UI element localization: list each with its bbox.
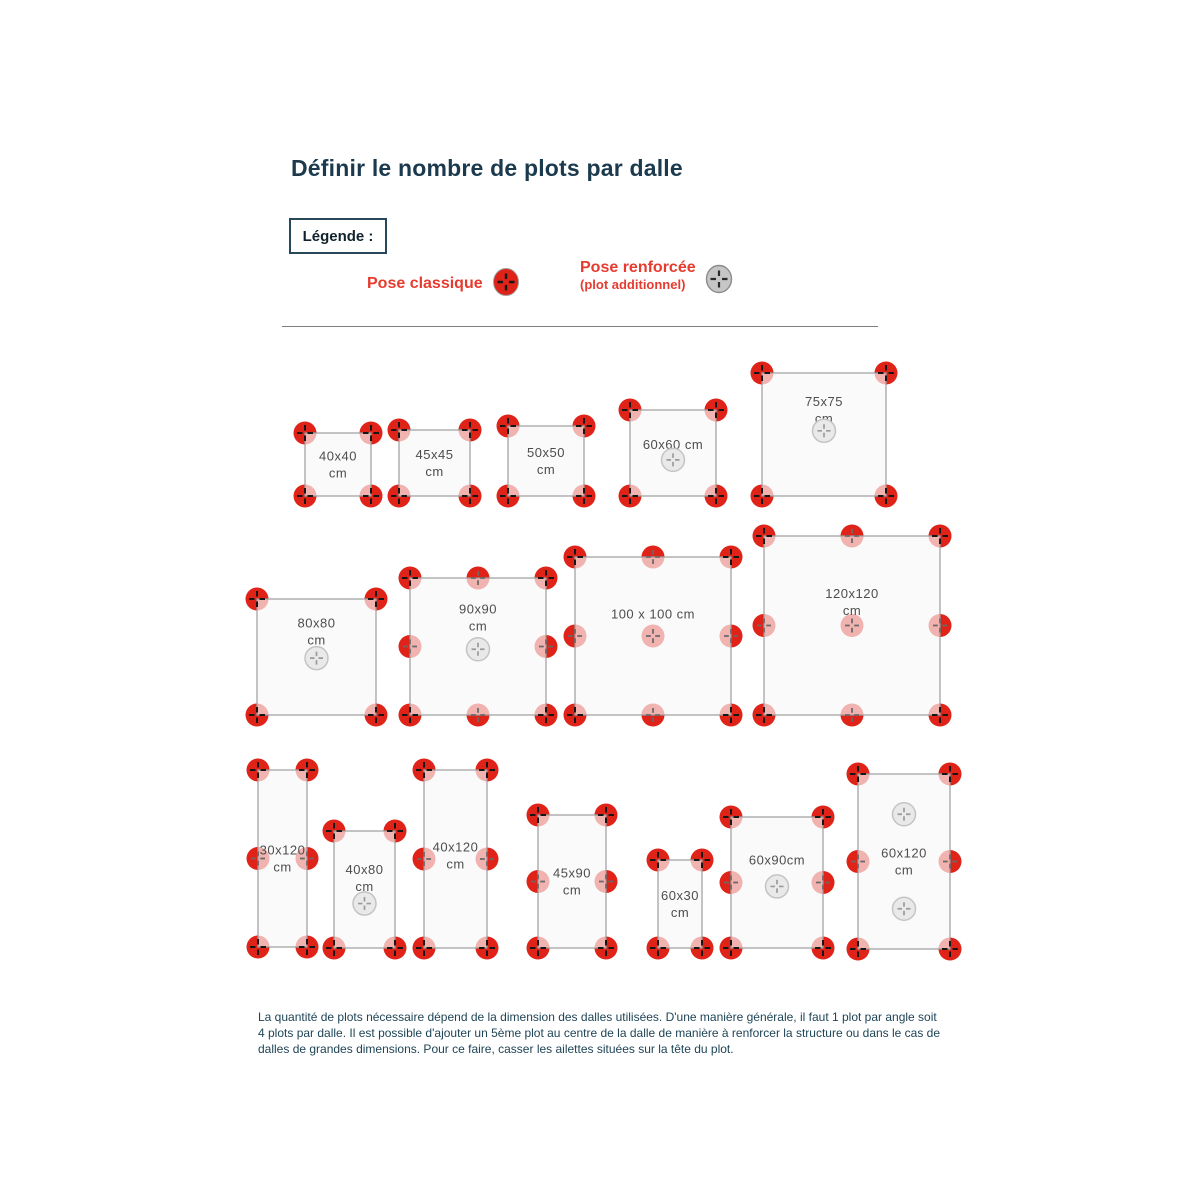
svg-text:50x50: 50x50 xyxy=(527,445,565,460)
svg-text:45x90: 45x90 xyxy=(553,866,591,881)
tile-40x80-cm: 40x80 cm xyxy=(322,819,407,960)
svg-text:cm: cm xyxy=(671,905,689,920)
legend-box-label: Légende : xyxy=(302,227,374,245)
svg-text:60x90cm: 60x90cm xyxy=(749,853,805,868)
tile-45x45-cm: 45x45 cm xyxy=(387,418,482,508)
svg-text:cm: cm xyxy=(446,856,464,871)
svg-text:40x40: 40x40 xyxy=(319,449,357,464)
svg-text:80x80: 80x80 xyxy=(298,615,336,630)
tile-80x80-cm: 80x80 cm xyxy=(245,587,388,727)
reinforced-plot-icon xyxy=(704,263,734,300)
svg-text:40x120: 40x120 xyxy=(433,839,479,854)
svg-text:cm: cm xyxy=(895,863,913,878)
svg-text:120x120: 120x120 xyxy=(825,586,878,601)
svg-text:cm: cm xyxy=(355,879,373,894)
legend-item-reinforced: Pose renforcée (plot additionnel) xyxy=(580,259,734,300)
svg-text:30x120: 30x120 xyxy=(260,843,306,858)
svg-text:cm: cm xyxy=(329,466,347,481)
reinforced-pose-label: Pose renforcée xyxy=(580,259,696,276)
tile-50x50-cm: 50x50 cm xyxy=(496,414,596,508)
tile-40x120-cm: 40x120 cm xyxy=(412,758,499,960)
tile-60x60-cm: 60x60 cm xyxy=(618,398,728,508)
svg-text:90x90: 90x90 xyxy=(459,602,497,617)
svg-text:60x60 cm: 60x60 cm xyxy=(643,437,703,452)
tile-100-x-100-cm: 100 x 100 cm xyxy=(563,545,743,727)
svg-text:cm: cm xyxy=(307,632,325,647)
tile-90x90-cm: 90x90 cm xyxy=(398,566,558,727)
classic-pose-label: Pose classique xyxy=(367,275,483,293)
svg-text:100 x 100 cm: 100 x 100 cm xyxy=(611,606,695,621)
svg-text:40x80: 40x80 xyxy=(346,862,384,877)
tile-45x90-cm: 45x90 cm xyxy=(526,803,618,960)
svg-text:cm: cm xyxy=(563,883,581,898)
tile-120x120-cm: 120x120 cm xyxy=(752,524,952,727)
svg-text:cm: cm xyxy=(843,603,861,618)
svg-text:cm: cm xyxy=(469,619,487,634)
svg-text:cm: cm xyxy=(273,860,291,875)
page-title: Définir le nombre de plots par dalle xyxy=(291,155,683,181)
svg-text:cm: cm xyxy=(425,464,443,479)
classic-plot-icon xyxy=(491,266,521,303)
svg-text:75x75: 75x75 xyxy=(805,394,843,409)
tile-40x40-cm: 40x40 cm xyxy=(293,421,383,508)
tile-60x90cm: 60x90cm xyxy=(719,805,835,960)
legend-item-classic: Pose classique xyxy=(367,266,521,303)
reinforced-pose-sub-label: (plot additionnel) xyxy=(580,277,686,293)
legend-box: Légende : xyxy=(289,218,387,254)
tile-30x120-cm: 30x120 cm xyxy=(246,758,319,959)
svg-text:45x45: 45x45 xyxy=(416,447,454,462)
footer-note: La quantité de plots nécessaire dépend d… xyxy=(258,1010,941,1056)
tile-60x120-cm: 60x120 cm xyxy=(846,762,962,961)
svg-text:60x120: 60x120 xyxy=(881,846,927,861)
svg-text:cm: cm xyxy=(537,462,555,477)
tile-60x30-cm: 60x30 cm xyxy=(646,848,714,960)
svg-text:60x30: 60x30 xyxy=(661,888,699,903)
divider-line xyxy=(282,326,878,327)
